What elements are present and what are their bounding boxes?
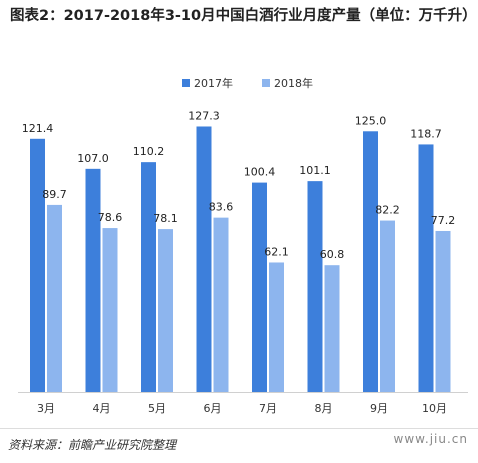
value-label-2018年-9月: 82.2	[375, 204, 400, 217]
legend-label-2018: 2018年	[274, 76, 313, 90]
bar-2017年-5月	[141, 162, 156, 392]
bar-2017年-3月	[30, 138, 45, 392]
value-label-2018年-3月: 89.7	[42, 188, 67, 201]
value-label-2017年-3月: 121.4	[22, 122, 54, 135]
bar-2018年-5月	[158, 229, 173, 392]
bar-2018年-9月	[380, 220, 395, 392]
legend-label-2017: 2017年	[194, 76, 233, 90]
bars-group	[30, 126, 451, 393]
legend: 2017年 2018年	[182, 76, 313, 90]
value-label-2018年-7月: 62.1	[264, 245, 289, 258]
value-label-2018年-8月: 60.8	[320, 248, 345, 261]
bar-2017年-7月	[252, 182, 267, 392]
bar-2017年-9月	[363, 131, 378, 393]
bar-2017年-8月	[307, 181, 323, 392]
bar-2018年-4月	[102, 228, 118, 392]
x-tick-labels-group: 3月 4月 5月 6月 7月 8月 9月 10月	[37, 402, 447, 415]
bar-2018年-8月	[324, 265, 340, 392]
value-label-2017年-10月: 118.7	[410, 127, 442, 140]
x-tick-label-4月: 4月	[93, 402, 111, 415]
value-label-2017年-8月: 101.1	[299, 164, 331, 177]
chart-title: 图表2：2017-2018年3-10月中国白酒行业月度产量（单位：万千升）	[10, 8, 477, 24]
value-labels-group: 121.4 89.7 107.0 78.6 110.2 78.1 127.3 83.6 100.…	[22, 109, 456, 261]
x-tick-label-7月: 7月	[259, 402, 277, 415]
footer-divider	[0, 428, 478, 429]
source-note: 资料来源：前瞻产业研究院整理	[8, 438, 177, 452]
x-tick-label-3月: 3月	[37, 402, 55, 415]
bar-2018年-7月	[269, 262, 284, 392]
value-label-2017年-6月: 127.3	[188, 109, 220, 122]
legend-swatch-2018	[262, 79, 270, 87]
bar-2018年-10月	[435, 230, 451, 392]
x-tick-label-8月: 8月	[315, 402, 333, 415]
x-tick-label-5月: 5月	[148, 402, 166, 415]
bar-2017年-4月	[85, 168, 101, 392]
value-label-2018年-6月: 83.6	[209, 201, 234, 214]
legend-swatch-2017	[182, 79, 190, 87]
bar-2018年-3月	[47, 204, 62, 392]
value-label-2017年-4月: 107.0	[77, 152, 109, 165]
value-label-2017年-7月: 100.4	[244, 166, 276, 179]
x-tick-label-9月: 9月	[370, 402, 388, 415]
value-label-2017年-5月: 110.2	[133, 145, 165, 158]
bar-chart: 2017年 2018年 121.489.7107.078.6110.278.11…	[18, 76, 468, 415]
value-label-2018年-4月: 78.6	[98, 211, 123, 224]
x-tick-label-10月: 10月	[422, 402, 447, 415]
website-watermark: www.jiu.cn	[393, 432, 468, 446]
value-label-2018年-10月: 77.2	[431, 214, 456, 227]
bar-2017年-6月	[196, 126, 212, 392]
value-label-2018年-5月: 78.1	[153, 212, 178, 225]
bar-2017年-10月	[418, 144, 434, 392]
x-tick-label-6月: 6月	[204, 402, 222, 415]
value-label-2017年-9月: 125.0	[355, 114, 387, 127]
bar-2018年-6月	[213, 217, 229, 392]
